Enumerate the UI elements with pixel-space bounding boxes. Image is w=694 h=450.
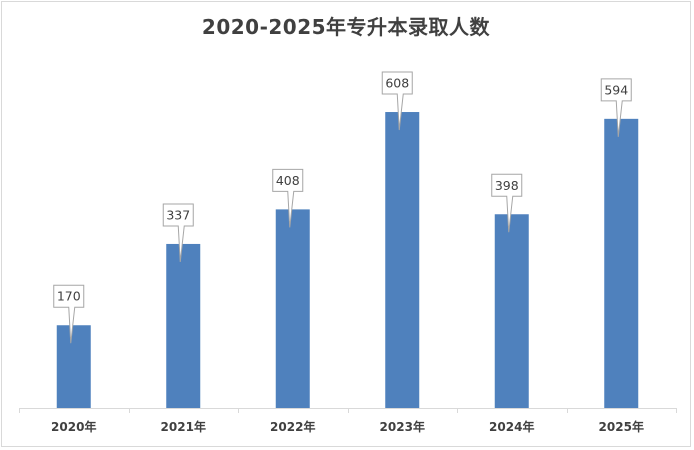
x-tick-label: 2020年 [51,419,96,434]
bar-4 [385,112,420,408]
data-label-2: 337 [162,203,194,263]
data-label-5: 398 [491,173,523,233]
data-label-text: 608 [385,76,409,91]
data-label-callout [272,168,304,228]
data-label-callout [381,71,413,131]
data-label-4: 608 [381,71,413,131]
x-tick-label: 2021年 [161,419,206,434]
data-label-text: 398 [495,178,519,193]
data-label-callout [53,284,85,344]
x-tick-label: 2024年 [489,419,534,434]
data-label-text: 408 [276,173,300,188]
bars-layer [56,112,639,409]
x-tick-label: 2023年 [380,419,425,434]
bar-2 [166,243,201,408]
data-label-text: 594 [604,82,628,97]
bar-5 [494,214,529,408]
x-tick-label: 2022年 [270,419,315,434]
bar-1 [56,325,91,408]
data-label-3: 408 [272,168,304,228]
data-label-6: 594 [600,78,632,137]
data-label-callout [600,78,632,137]
x-tick-label: 2025年 [599,419,644,434]
data-labels-layer: 170 337 408 608 398 594 [53,71,632,344]
bar-3 [275,209,310,408]
data-label-text: 170 [57,289,81,304]
data-label-callout [162,203,194,263]
data-label-callout [491,173,523,233]
x-axis: 2020年 2021年 2022年 2023年 2024年 2025年 [19,408,677,434]
data-label-text: 337 [166,207,190,222]
data-label-1: 170 [53,284,85,344]
chart-title: 2020-2025年专升本录取人数 [201,15,491,39]
bar-6 [604,118,639,409]
